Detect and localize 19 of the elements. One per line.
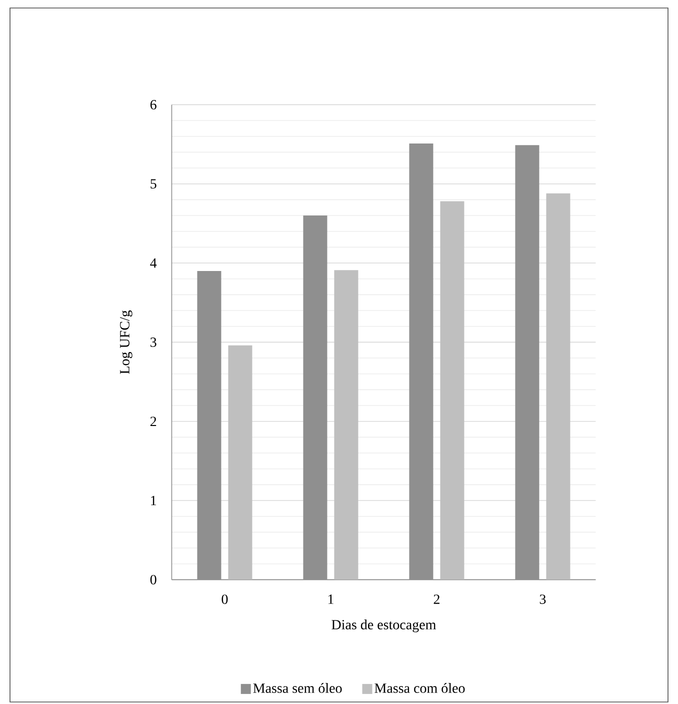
y-tick-label: 2 (150, 416, 156, 426)
legend-label: Massa com óleo (374, 683, 465, 693)
bar (228, 345, 252, 580)
legend-label: Massa sem óleo (253, 683, 342, 693)
y-tick-label: 6 (150, 100, 156, 110)
x-tick-label: 1 (328, 594, 334, 604)
x-tick-label: 3 (540, 594, 546, 604)
bar (334, 270, 358, 580)
x-tick-label: 0 (222, 594, 228, 604)
y-tick-label: 0 (150, 574, 156, 584)
bar (546, 193, 570, 580)
y-axis-title: Log UFC/g (120, 310, 132, 374)
y-tick-label: 5 (150, 179, 156, 189)
y-tick-label: 1 (151, 496, 156, 506)
y-tick-label: 3 (150, 338, 156, 347)
y-tick-label: 4 (150, 258, 157, 268)
x-tick-label: 2 (434, 594, 440, 604)
bar (440, 201, 464, 580)
x-axis-title: Dias de estocagem (332, 620, 436, 632)
